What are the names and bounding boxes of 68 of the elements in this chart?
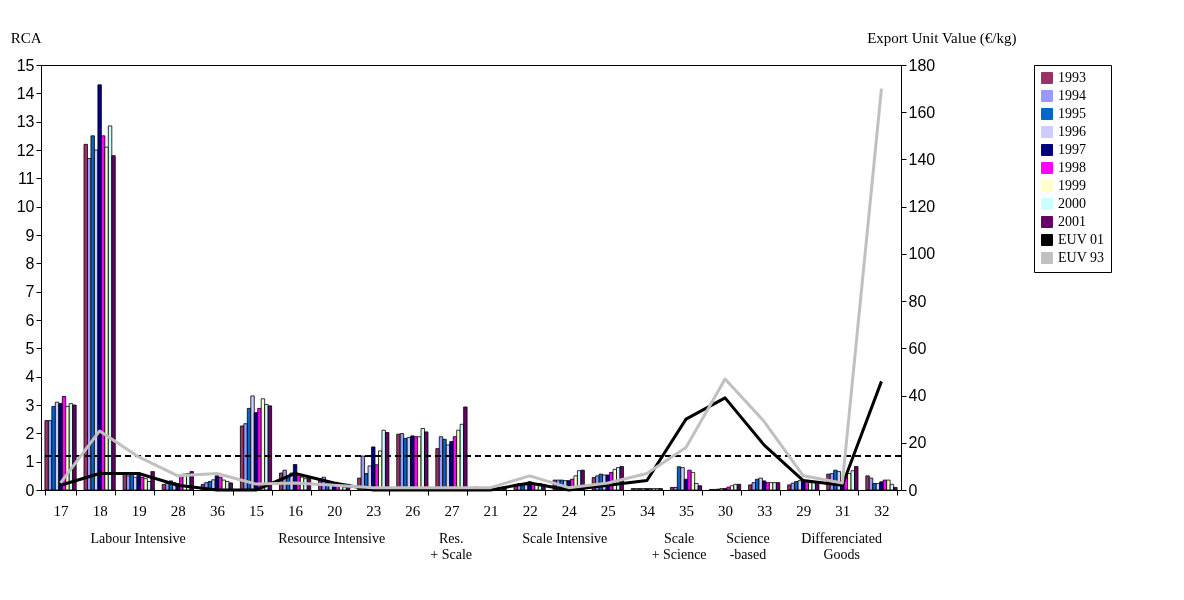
y-tick-label: 8: [25, 254, 35, 272]
legend-label: 2000: [1058, 196, 1086, 211]
y-tick-label: 14: [16, 84, 35, 102]
x-tick-label: 20: [327, 502, 343, 519]
y-tick-label: 2: [25, 424, 35, 442]
legend-label: 1993: [1058, 70, 1086, 85]
x-tick-label: 27: [444, 502, 460, 519]
legend-label: EUV 93: [1058, 250, 1105, 265]
x-tick-label: 28: [170, 502, 186, 519]
x-tick-label: 17: [53, 502, 70, 519]
x-tick-label: 23: [366, 502, 382, 519]
y2-tick-label: 80: [908, 292, 927, 310]
legend-label: 1999: [1058, 178, 1086, 193]
y-tick-label: 5: [25, 339, 35, 357]
x-tick-label: 26: [405, 502, 421, 519]
x-tick-label: 34: [639, 502, 656, 519]
x-tick-label: 22: [522, 502, 538, 519]
y2-tick-label: 160: [908, 103, 936, 121]
y2-tick-label: 20: [908, 434, 927, 452]
y-tick-label: 3: [25, 396, 35, 414]
x-tick-label: 32: [874, 502, 890, 519]
y-tick-label: 4: [25, 368, 35, 386]
y2-tick-label: 140: [908, 150, 936, 168]
text: Res. + Scale: [430, 531, 473, 562]
text: Scale + Science: [651, 531, 707, 562]
legend-label: 2001: [1058, 214, 1086, 229]
y2-axis-title: Export Unit Value (€/kg): [867, 29, 1017, 47]
x-tick-label: 25: [600, 502, 616, 519]
x-tick-label: 35: [679, 502, 694, 519]
x-tick-label: 24: [561, 502, 578, 519]
y-tick-label: 12: [16, 141, 35, 159]
y-tick-label: 1: [25, 453, 35, 471]
y2-tick-label: 60: [908, 339, 927, 357]
legend-label: 1995: [1058, 106, 1086, 121]
x-tick-label: 19: [131, 502, 147, 519]
y-tick-label: 7: [25, 283, 35, 301]
x-tick-label: 30: [718, 502, 734, 519]
text: Science -based: [726, 531, 770, 562]
y-tick-label: 10: [16, 198, 35, 216]
y2-tick-label: 0: [908, 481, 918, 499]
y-tick-label: 13: [16, 113, 35, 131]
x-tick-label: 18: [92, 502, 108, 519]
x-tick-label: 33: [757, 502, 773, 519]
legend-label: 1994: [1058, 88, 1086, 103]
y-tick-label: 0: [25, 481, 35, 499]
text: Scale Intensive: [522, 531, 608, 546]
y-tick-label: 6: [25, 311, 35, 329]
text: Labour Intensive: [90, 531, 186, 546]
x-tick-label: 31: [835, 502, 851, 519]
y2-tick-label: 100: [908, 245, 936, 263]
x-tick-label: 29: [796, 502, 812, 519]
y2-tick-label: 120: [908, 198, 936, 216]
text: Differenciated Goods: [801, 531, 882, 562]
legend-label: EUV 01: [1058, 232, 1105, 247]
x-tick-label: 21: [483, 502, 499, 519]
y-axis-title: RCA: [10, 29, 42, 46]
x-tick-label: 16: [288, 502, 304, 519]
y-tick-label: 11: [17, 169, 35, 187]
y-tick-label: 9: [25, 226, 35, 244]
y2-tick-label: 40: [908, 387, 927, 405]
y2-tick-label: 180: [908, 56, 936, 74]
legend-label: 1997: [1058, 142, 1086, 157]
legend-label: 1998: [1058, 160, 1086, 175]
text: Resource Intensive: [278, 531, 386, 546]
legend-label: 1996: [1058, 124, 1086, 139]
x-tick-label: 36: [209, 502, 226, 519]
y-tick-label: 15: [16, 56, 35, 74]
x-tick-label: 15: [249, 502, 264, 519]
